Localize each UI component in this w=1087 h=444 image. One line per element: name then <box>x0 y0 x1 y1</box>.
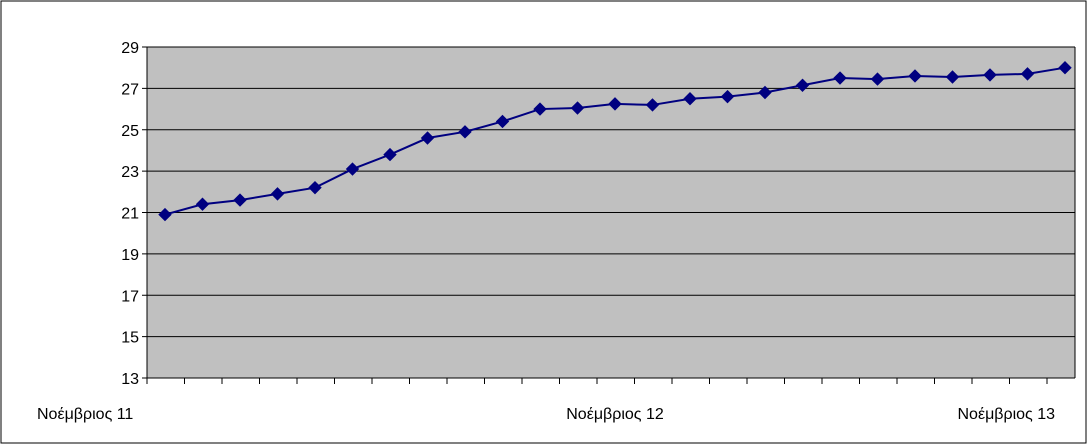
y-tick-label: 25 <box>121 123 139 140</box>
x-tick-label: Noέμβριος 12 <box>566 406 664 423</box>
grid-lines <box>142 46 1075 379</box>
data-point-marker <box>195 197 210 211</box>
data-point-marker <box>383 147 397 162</box>
data-point-marker <box>1058 60 1072 75</box>
data-point-marker <box>833 71 847 85</box>
y-tick-label: 15 <box>121 330 139 347</box>
x-axis-ticks <box>146 378 1048 384</box>
data-point-marker <box>908 69 922 83</box>
data-point-marker <box>233 193 247 207</box>
data-point-marker <box>758 85 772 100</box>
data-point-marker <box>420 131 435 145</box>
data-point-marker <box>345 162 360 176</box>
y-tick-label: 23 <box>121 164 139 181</box>
data-point-marker <box>683 92 697 106</box>
data-point-marker <box>308 180 322 195</box>
y-tick-label: 13 <box>121 371 139 388</box>
y-tick-label: 17 <box>121 288 139 305</box>
x-tick-label: Noέμβριος 13 <box>957 406 1055 423</box>
y-tick-label: 19 <box>121 247 139 264</box>
y-tick-label: 21 <box>121 206 139 223</box>
data-point-marker <box>945 70 960 84</box>
y-tick-label: 29 <box>121 40 139 57</box>
data-point-marker <box>158 207 172 222</box>
y-tick-label: 27 <box>121 81 139 98</box>
data-point-marker <box>608 97 622 111</box>
data-point-marker <box>270 187 285 201</box>
data-point-marker <box>533 102 547 116</box>
x-tick-label: Noέμβριος 11 <box>37 406 133 423</box>
y-axis-labels: 29 27 25 23 21 19 17 15 13 <box>121 40 139 388</box>
series-group <box>158 60 1072 222</box>
axes <box>146 46 1076 379</box>
data-point-marker <box>720 89 735 104</box>
data-point-marker <box>458 125 472 139</box>
data-point-marker <box>983 68 997 82</box>
data-point-marker <box>795 78 810 92</box>
data-point-marker <box>570 101 585 115</box>
data-point-marker <box>1020 67 1035 81</box>
data-point-marker <box>645 98 660 112</box>
data-point-marker <box>870 72 885 86</box>
x-axis-labels: Noέμβριος 11 Noέμβριος 12 Noέμβριος 13 <box>37 406 1055 423</box>
data-point-marker <box>495 114 510 129</box>
